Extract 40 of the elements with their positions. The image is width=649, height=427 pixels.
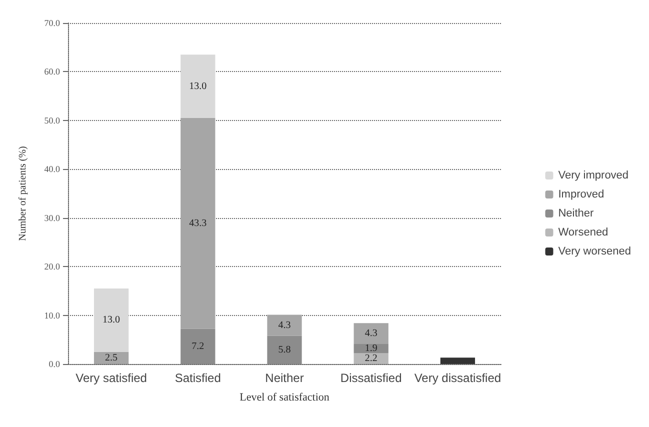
- data-label: 2.2: [364, 353, 378, 364]
- bar: [94, 288, 129, 352]
- data-label: 2.5: [105, 352, 118, 364]
- y-tick-label: 50.0: [44, 115, 60, 126]
- data-label: 1.9: [364, 343, 378, 354]
- legend-label: Worsened: [558, 226, 608, 238]
- x-tick-label: Neither: [265, 371, 304, 385]
- y-tick-label: 0.0: [48, 359, 60, 369]
- y-tick-label: 20.0: [44, 262, 60, 272]
- data-label: 5.8: [278, 344, 291, 356]
- bar: [354, 323, 388, 344]
- data-label: 4.3: [278, 320, 291, 331]
- y-tick-label: 70.0: [44, 18, 60, 28]
- x-tick-label: Very satisfied: [76, 371, 147, 385]
- bar: [354, 344, 388, 354]
- bar: [267, 336, 302, 364]
- bar: [180, 54, 216, 118]
- data-label: 4.3: [364, 328, 378, 340]
- bar: [180, 328, 216, 364]
- data-label: 13.0: [189, 80, 207, 92]
- bar: [440, 358, 476, 364]
- bar: [94, 352, 129, 364]
- legend-label: Improved: [558, 188, 604, 200]
- legend-label: Very worsened: [558, 246, 632, 258]
- y-tick-label: 30.0: [44, 212, 60, 223]
- data-label: 7.2: [192, 340, 204, 352]
- y-tick-label: 10.0: [44, 310, 60, 320]
- data-label: 43.3: [189, 218, 207, 229]
- bar: [180, 118, 216, 329]
- x-tick-label: Satisfied: [174, 371, 221, 385]
- legend-label: Neither: [558, 208, 594, 220]
- legend-label: Very improved: [558, 170, 629, 182]
- y-tick-label: 40.0: [44, 164, 60, 174]
- bar: [267, 314, 302, 336]
- y-tick-label: 60.0: [44, 66, 60, 77]
- x-tick-label: Very dissatisfied: [414, 371, 502, 385]
- x-axis-title: Level of satisfaction: [240, 392, 330, 404]
- x-tick-label: Dissatisfied: [340, 371, 402, 385]
- y-axis-title: Number of patients (%): [18, 146, 28, 241]
- data-label: 13.0: [102, 314, 120, 326]
